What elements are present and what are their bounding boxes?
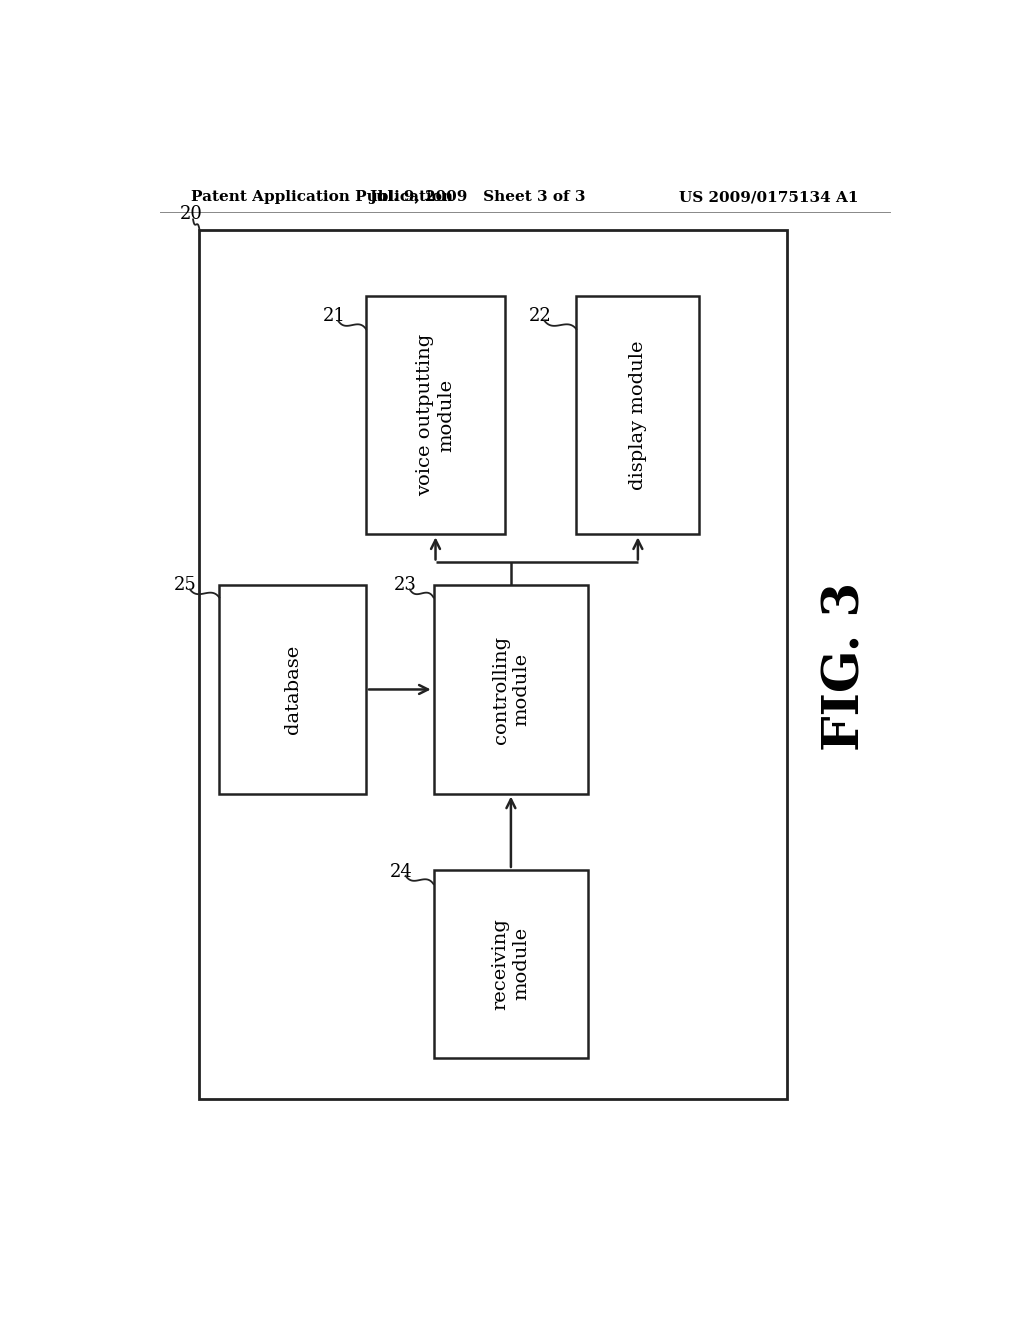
Bar (433, 585, 588, 793)
Text: 21: 21 (323, 308, 345, 325)
Text: US 2009/0175134 A1: US 2009/0175134 A1 (679, 190, 858, 205)
Bar (577, 296, 699, 535)
Text: FIG. 3: FIG. 3 (821, 582, 870, 751)
Text: voice outputting
module: voice outputting module (416, 334, 455, 496)
Bar (433, 870, 588, 1057)
Text: 24: 24 (390, 863, 413, 880)
Text: database: database (284, 645, 302, 734)
Text: 23: 23 (394, 577, 417, 594)
Bar (219, 585, 367, 793)
Bar (367, 296, 505, 535)
Text: 22: 22 (528, 308, 552, 325)
Text: display module: display module (629, 341, 647, 490)
Bar (200, 230, 786, 1098)
Text: Jul. 9, 2009   Sheet 3 of 3: Jul. 9, 2009 Sheet 3 of 3 (369, 190, 586, 205)
Text: 25: 25 (174, 577, 197, 594)
Text: receiving
module: receiving module (492, 917, 530, 1010)
Text: Patent Application Publication: Patent Application Publication (191, 190, 454, 205)
Text: controlling
module: controlling module (492, 635, 530, 743)
Text: 20: 20 (179, 206, 203, 223)
